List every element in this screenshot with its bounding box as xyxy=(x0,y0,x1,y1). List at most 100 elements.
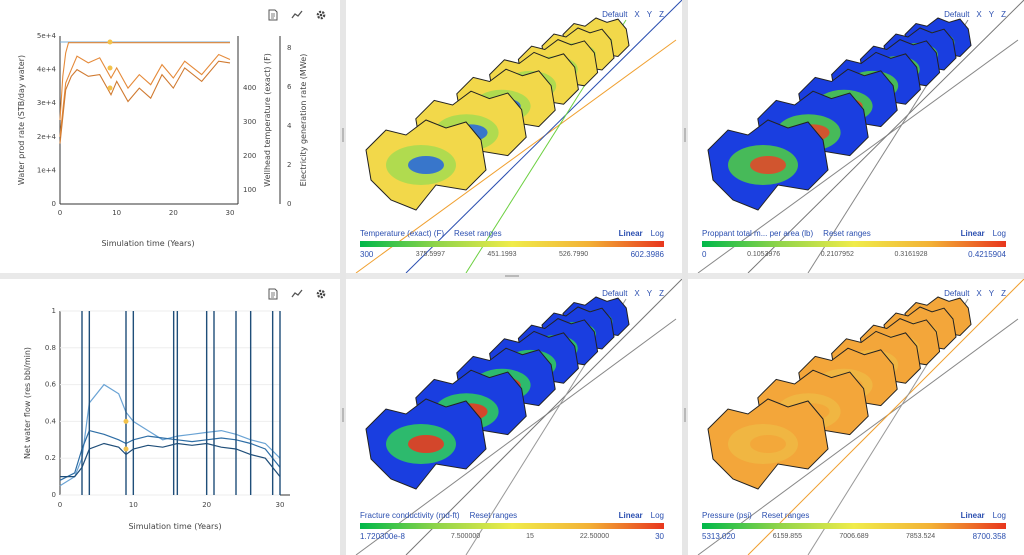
document-icon[interactable] xyxy=(266,8,280,22)
view-pane-proppant[interactable]: Default X Y Z Proppant total m... per ar… xyxy=(688,0,1024,273)
view-x-button[interactable]: X xyxy=(976,289,982,298)
axis-line-3d xyxy=(355,318,677,555)
fracture-plane xyxy=(365,119,487,211)
x-axis-title: Simulation time (Years) xyxy=(128,522,221,531)
legend-tick: 526.7990 xyxy=(558,251,589,258)
axis-line-3d xyxy=(355,39,677,273)
view-y-button[interactable]: Y xyxy=(988,10,995,19)
linear-scale-button[interactable]: Linear xyxy=(960,510,985,520)
log-scale-button[interactable]: Log xyxy=(650,228,664,238)
gear-icon[interactable] xyxy=(314,8,328,22)
document-icon[interactable] xyxy=(266,287,280,301)
view-pane-pressure[interactable]: Default X Y Z Pressure (psi) Reset range… xyxy=(688,279,1024,555)
x-tick-label: 10 xyxy=(129,501,138,509)
fracture-core xyxy=(750,156,786,174)
legend-colorbar xyxy=(360,241,664,247)
legend-tick: 6159.855 xyxy=(772,533,802,540)
splitter-grip[interactable] xyxy=(684,408,686,422)
splitter-grip[interactable] xyxy=(505,275,519,277)
gear-icon[interactable] xyxy=(314,287,328,301)
view-x-button[interactable]: X xyxy=(634,10,640,19)
legend-min[interactable]: 1.720300e-8 xyxy=(360,532,405,541)
fracture-core xyxy=(408,156,444,174)
color-legend: Temperature (exact) (F) Reset ranges Lin… xyxy=(360,227,664,267)
color-legend: Fracture conductivity (md-ft) Reset rang… xyxy=(360,509,664,549)
y-tick-label: 0.6 xyxy=(45,381,57,389)
legend-max[interactable]: 602.3986 xyxy=(630,250,664,259)
y-right2-tick-label: 0 xyxy=(287,200,291,208)
y-axis-title-right2: Electricity generation rate (MWe) xyxy=(299,54,308,187)
legend-max[interactable]: 8700.358 xyxy=(972,532,1006,541)
y-tick-label: 0 xyxy=(52,491,56,499)
legend-tick: 0.3161928 xyxy=(894,251,928,258)
reset-ranges-link[interactable]: Reset ranges xyxy=(761,510,810,520)
view-default-button[interactable]: Default xyxy=(944,10,970,19)
fracture-plane xyxy=(707,119,829,211)
view-pane-conductivity[interactable]: Default X Y Z Fracture conductivity (md-… xyxy=(346,279,682,555)
reset-ranges-link[interactable]: Reset ranges xyxy=(454,228,502,238)
view-x-button[interactable]: X xyxy=(634,289,640,298)
x-tick-label: 30 xyxy=(276,501,285,509)
reset-ranges-link[interactable]: Reset ranges xyxy=(823,228,871,238)
fracture-plane xyxy=(365,398,487,490)
legend-title: Temperature (exact) (F) xyxy=(360,228,445,238)
splitter-grip[interactable] xyxy=(342,408,344,422)
reset-ranges-link[interactable]: Reset ranges xyxy=(469,510,518,520)
view-z-button[interactable]: Z xyxy=(1001,10,1006,19)
vertical-splitter-left[interactable] xyxy=(340,0,346,555)
view-z-button[interactable]: Z xyxy=(1001,289,1006,298)
linear-scale-button[interactable]: Linear xyxy=(618,510,643,520)
legend-max[interactable]: 0.4215904 xyxy=(968,250,1006,259)
scene-temperature[interactable] xyxy=(346,0,682,273)
hover-marker xyxy=(107,39,113,45)
view-toolbar: Default X Y Z xyxy=(602,289,664,298)
trend-icon[interactable] xyxy=(290,287,304,301)
y-tick-label: 0 xyxy=(52,200,56,208)
trend-icon[interactable] xyxy=(290,8,304,22)
linear-scale-button[interactable]: Linear xyxy=(960,228,985,238)
vertical-splitter-right[interactable] xyxy=(682,0,688,555)
view-z-button[interactable]: Z xyxy=(659,289,664,298)
log-scale-button[interactable]: Log xyxy=(992,228,1006,238)
splitter-grip[interactable] xyxy=(342,128,344,142)
view-toolbar: Default X Y Z xyxy=(944,10,1006,19)
series-line xyxy=(59,42,230,121)
view-default-button[interactable]: Default xyxy=(602,289,628,298)
view-default-button[interactable]: Default xyxy=(602,10,628,19)
legend-min[interactable]: 300 xyxy=(360,250,374,259)
x-tick-label: 30 xyxy=(226,209,235,217)
y-tick-label: 0.2 xyxy=(45,454,56,462)
view-z-button[interactable]: Z xyxy=(659,10,664,19)
legend-max[interactable]: 30 xyxy=(655,532,664,541)
view-y-button[interactable]: Y xyxy=(646,289,653,298)
x-axis-title: Simulation time (Years) xyxy=(101,239,194,248)
linear-scale-button[interactable]: Linear xyxy=(618,228,643,238)
view-x-button[interactable]: X xyxy=(976,10,982,19)
view-pane-temperature[interactable]: Default X Y Z Temperature (exact) (F) Re… xyxy=(346,0,682,273)
y-tick-label: 3e+4 xyxy=(37,99,57,107)
view-default-button[interactable]: Default xyxy=(944,289,970,298)
log-scale-button[interactable]: Log xyxy=(992,510,1006,520)
scene-pressure[interactable] xyxy=(688,279,1024,555)
y-axis-title-right1: Wellhead temperature (exact) (F) xyxy=(263,53,272,187)
horizontal-splitter[interactable] xyxy=(0,273,1024,279)
legend-title: Pressure (psi) xyxy=(702,510,752,520)
legend-tick: 15 xyxy=(526,533,534,540)
legend-min[interactable]: 5313.020 xyxy=(702,532,736,541)
series-line xyxy=(59,383,281,487)
view-toolbar: Default X Y Z xyxy=(944,289,1006,298)
hover-marker xyxy=(107,85,113,91)
log-scale-button[interactable]: Log xyxy=(650,510,664,520)
top-chart-svg: Simulation time (Years) Water prod rate … xyxy=(17,32,308,248)
fracture-core xyxy=(408,435,444,453)
y-right2-tick-label: 2 xyxy=(287,161,291,169)
scene-proppant[interactable] xyxy=(688,0,1024,273)
y-right1-tick-label: 300 xyxy=(243,118,256,126)
view-y-button[interactable]: Y xyxy=(646,10,653,19)
view-y-button[interactable]: Y xyxy=(988,289,995,298)
axis-line-3d xyxy=(405,279,682,555)
splitter-grip[interactable] xyxy=(684,128,686,142)
legend-min[interactable]: 0 xyxy=(702,250,707,259)
scene-conductivity[interactable] xyxy=(346,279,682,555)
y-right1-tick-label: 400 xyxy=(243,84,256,92)
